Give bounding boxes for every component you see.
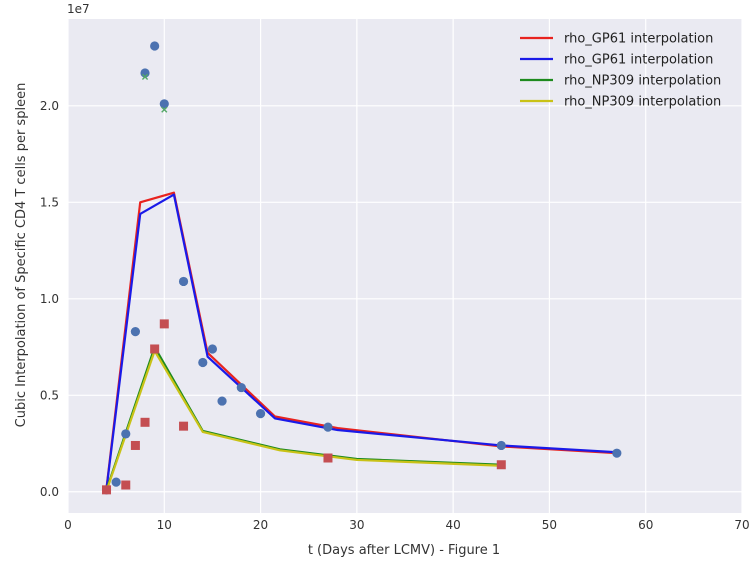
x-tick-labels: 0 10 20 30 40 50 60 70 <box>64 518 749 532</box>
data-point-square <box>179 421 189 431</box>
legend-item: rho_NP309 interpolation <box>520 74 721 89</box>
legend-label: rho_NP309 interpolation <box>564 74 721 89</box>
series-markers <box>101 41 622 495</box>
data-point-circle <box>159 99 169 109</box>
legend-label: rho_GP61 interpolation <box>564 32 713 47</box>
data-point-circle <box>612 448 622 458</box>
y-tick-label: 0.0 <box>40 485 59 499</box>
x-tick-label: 70 <box>734 518 749 532</box>
data-point-circle <box>236 382 246 393</box>
data-point-x <box>161 106 168 113</box>
data-point-circle <box>150 41 160 51</box>
x-tick-label: 40 <box>446 518 461 532</box>
legend-label: rho_GP61 interpolation <box>564 53 713 68</box>
x-tick-label: 20 <box>253 518 268 532</box>
x-tick-label: 60 <box>638 518 653 532</box>
data-point-circle <box>207 344 218 354</box>
plot-area <box>68 19 742 513</box>
data-point-circle <box>121 429 131 439</box>
data-point-circle <box>111 477 121 487</box>
y-tick-label: 0.5 <box>40 388 59 402</box>
data-point-square <box>102 485 112 495</box>
y-offset-label: 1e7 <box>67 2 90 16</box>
data-point-square <box>130 440 140 450</box>
data-point-circle <box>255 409 266 419</box>
data-point-square <box>121 480 131 490</box>
legend: rho_GP61 interpolation rho_GP61 interpola… <box>520 32 721 110</box>
data-point-circle <box>323 422 333 432</box>
data-point-circle <box>496 440 506 451</box>
data-point-square <box>323 453 333 463</box>
x-tick-label: 30 <box>349 518 364 532</box>
data-point-circle <box>217 396 227 406</box>
y-axis-title: Cubic Interpolation of Specific CD4 T ce… <box>14 83 29 428</box>
data-point-circle <box>198 357 208 368</box>
data-point-x <box>141 73 149 80</box>
legend-label: rho_NP309 interpolation <box>564 95 721 110</box>
data-point-square <box>159 319 169 329</box>
data-point-square <box>496 460 506 470</box>
data-point-circle <box>130 327 140 337</box>
y-tick-label: 1.5 <box>40 195 59 209</box>
data-point-square <box>140 417 150 427</box>
data-point-circle <box>178 276 189 287</box>
y-tick-labels: 0.0 0.5 1.0 1.5 2.0 <box>40 99 59 499</box>
data-point-square <box>150 344 160 354</box>
x-tick-label: 10 <box>157 518 172 532</box>
legend-item: rho_NP309 interpolation <box>520 95 721 110</box>
x-axis-title: t (Days after LCMV) - Figure 1 <box>308 543 500 558</box>
legend-item: rho_GP61 interpolation <box>520 32 713 47</box>
x-tick-label: 0 <box>64 518 72 532</box>
legend-item: rho_GP61 interpolation <box>520 53 713 68</box>
y-tick-label: 2.0 <box>40 99 59 113</box>
y-tick-label: 1.0 <box>40 292 59 306</box>
x-tick-label: 50 <box>542 518 557 532</box>
series-line-3 <box>105 349 502 492</box>
